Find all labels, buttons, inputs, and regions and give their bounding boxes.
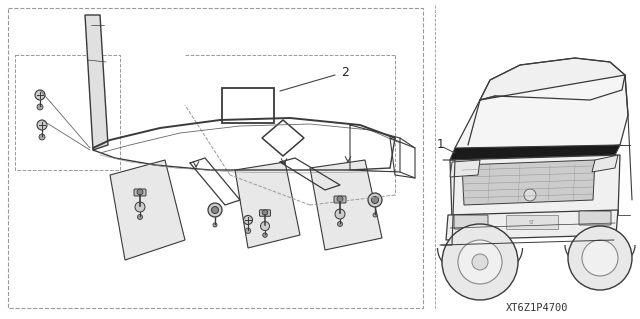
Polygon shape — [462, 160, 595, 205]
Circle shape — [371, 197, 378, 204]
FancyBboxPatch shape — [579, 211, 611, 225]
Circle shape — [138, 214, 143, 219]
Polygon shape — [455, 75, 628, 162]
Circle shape — [373, 213, 377, 217]
Circle shape — [260, 222, 269, 231]
FancyBboxPatch shape — [259, 210, 271, 216]
FancyBboxPatch shape — [454, 215, 488, 229]
Polygon shape — [450, 145, 620, 160]
Circle shape — [368, 193, 382, 207]
Circle shape — [262, 210, 268, 215]
Circle shape — [37, 104, 43, 110]
Circle shape — [37, 120, 47, 130]
Circle shape — [263, 233, 268, 237]
Circle shape — [337, 221, 342, 226]
Circle shape — [137, 189, 143, 195]
Circle shape — [245, 228, 251, 234]
Circle shape — [243, 216, 253, 225]
Circle shape — [135, 202, 145, 212]
Circle shape — [472, 254, 488, 270]
Circle shape — [35, 90, 45, 100]
Circle shape — [442, 224, 518, 300]
Polygon shape — [480, 58, 625, 100]
Bar — [8, 8, 423, 308]
FancyBboxPatch shape — [334, 196, 346, 203]
Polygon shape — [110, 160, 185, 260]
Text: 2: 2 — [341, 65, 349, 78]
FancyBboxPatch shape — [134, 189, 146, 196]
Polygon shape — [450, 160, 480, 177]
Text: 1: 1 — [436, 138, 444, 152]
Circle shape — [213, 223, 217, 227]
Bar — [506, 215, 558, 229]
Polygon shape — [310, 160, 382, 250]
Polygon shape — [235, 162, 300, 248]
Text: ST: ST — [529, 220, 535, 226]
Circle shape — [458, 240, 502, 284]
Polygon shape — [450, 155, 620, 220]
Circle shape — [39, 134, 45, 140]
Circle shape — [337, 196, 343, 202]
Polygon shape — [592, 155, 618, 172]
Bar — [222, 88, 274, 123]
Circle shape — [524, 189, 536, 201]
Circle shape — [208, 203, 222, 217]
Circle shape — [211, 206, 218, 213]
Circle shape — [582, 240, 618, 276]
Polygon shape — [446, 210, 618, 240]
Bar — [15, 55, 120, 170]
Polygon shape — [262, 120, 304, 156]
Circle shape — [335, 209, 345, 219]
Text: XT6Z1P4700: XT6Z1P4700 — [506, 303, 568, 313]
Polygon shape — [85, 15, 108, 150]
Circle shape — [568, 226, 632, 290]
